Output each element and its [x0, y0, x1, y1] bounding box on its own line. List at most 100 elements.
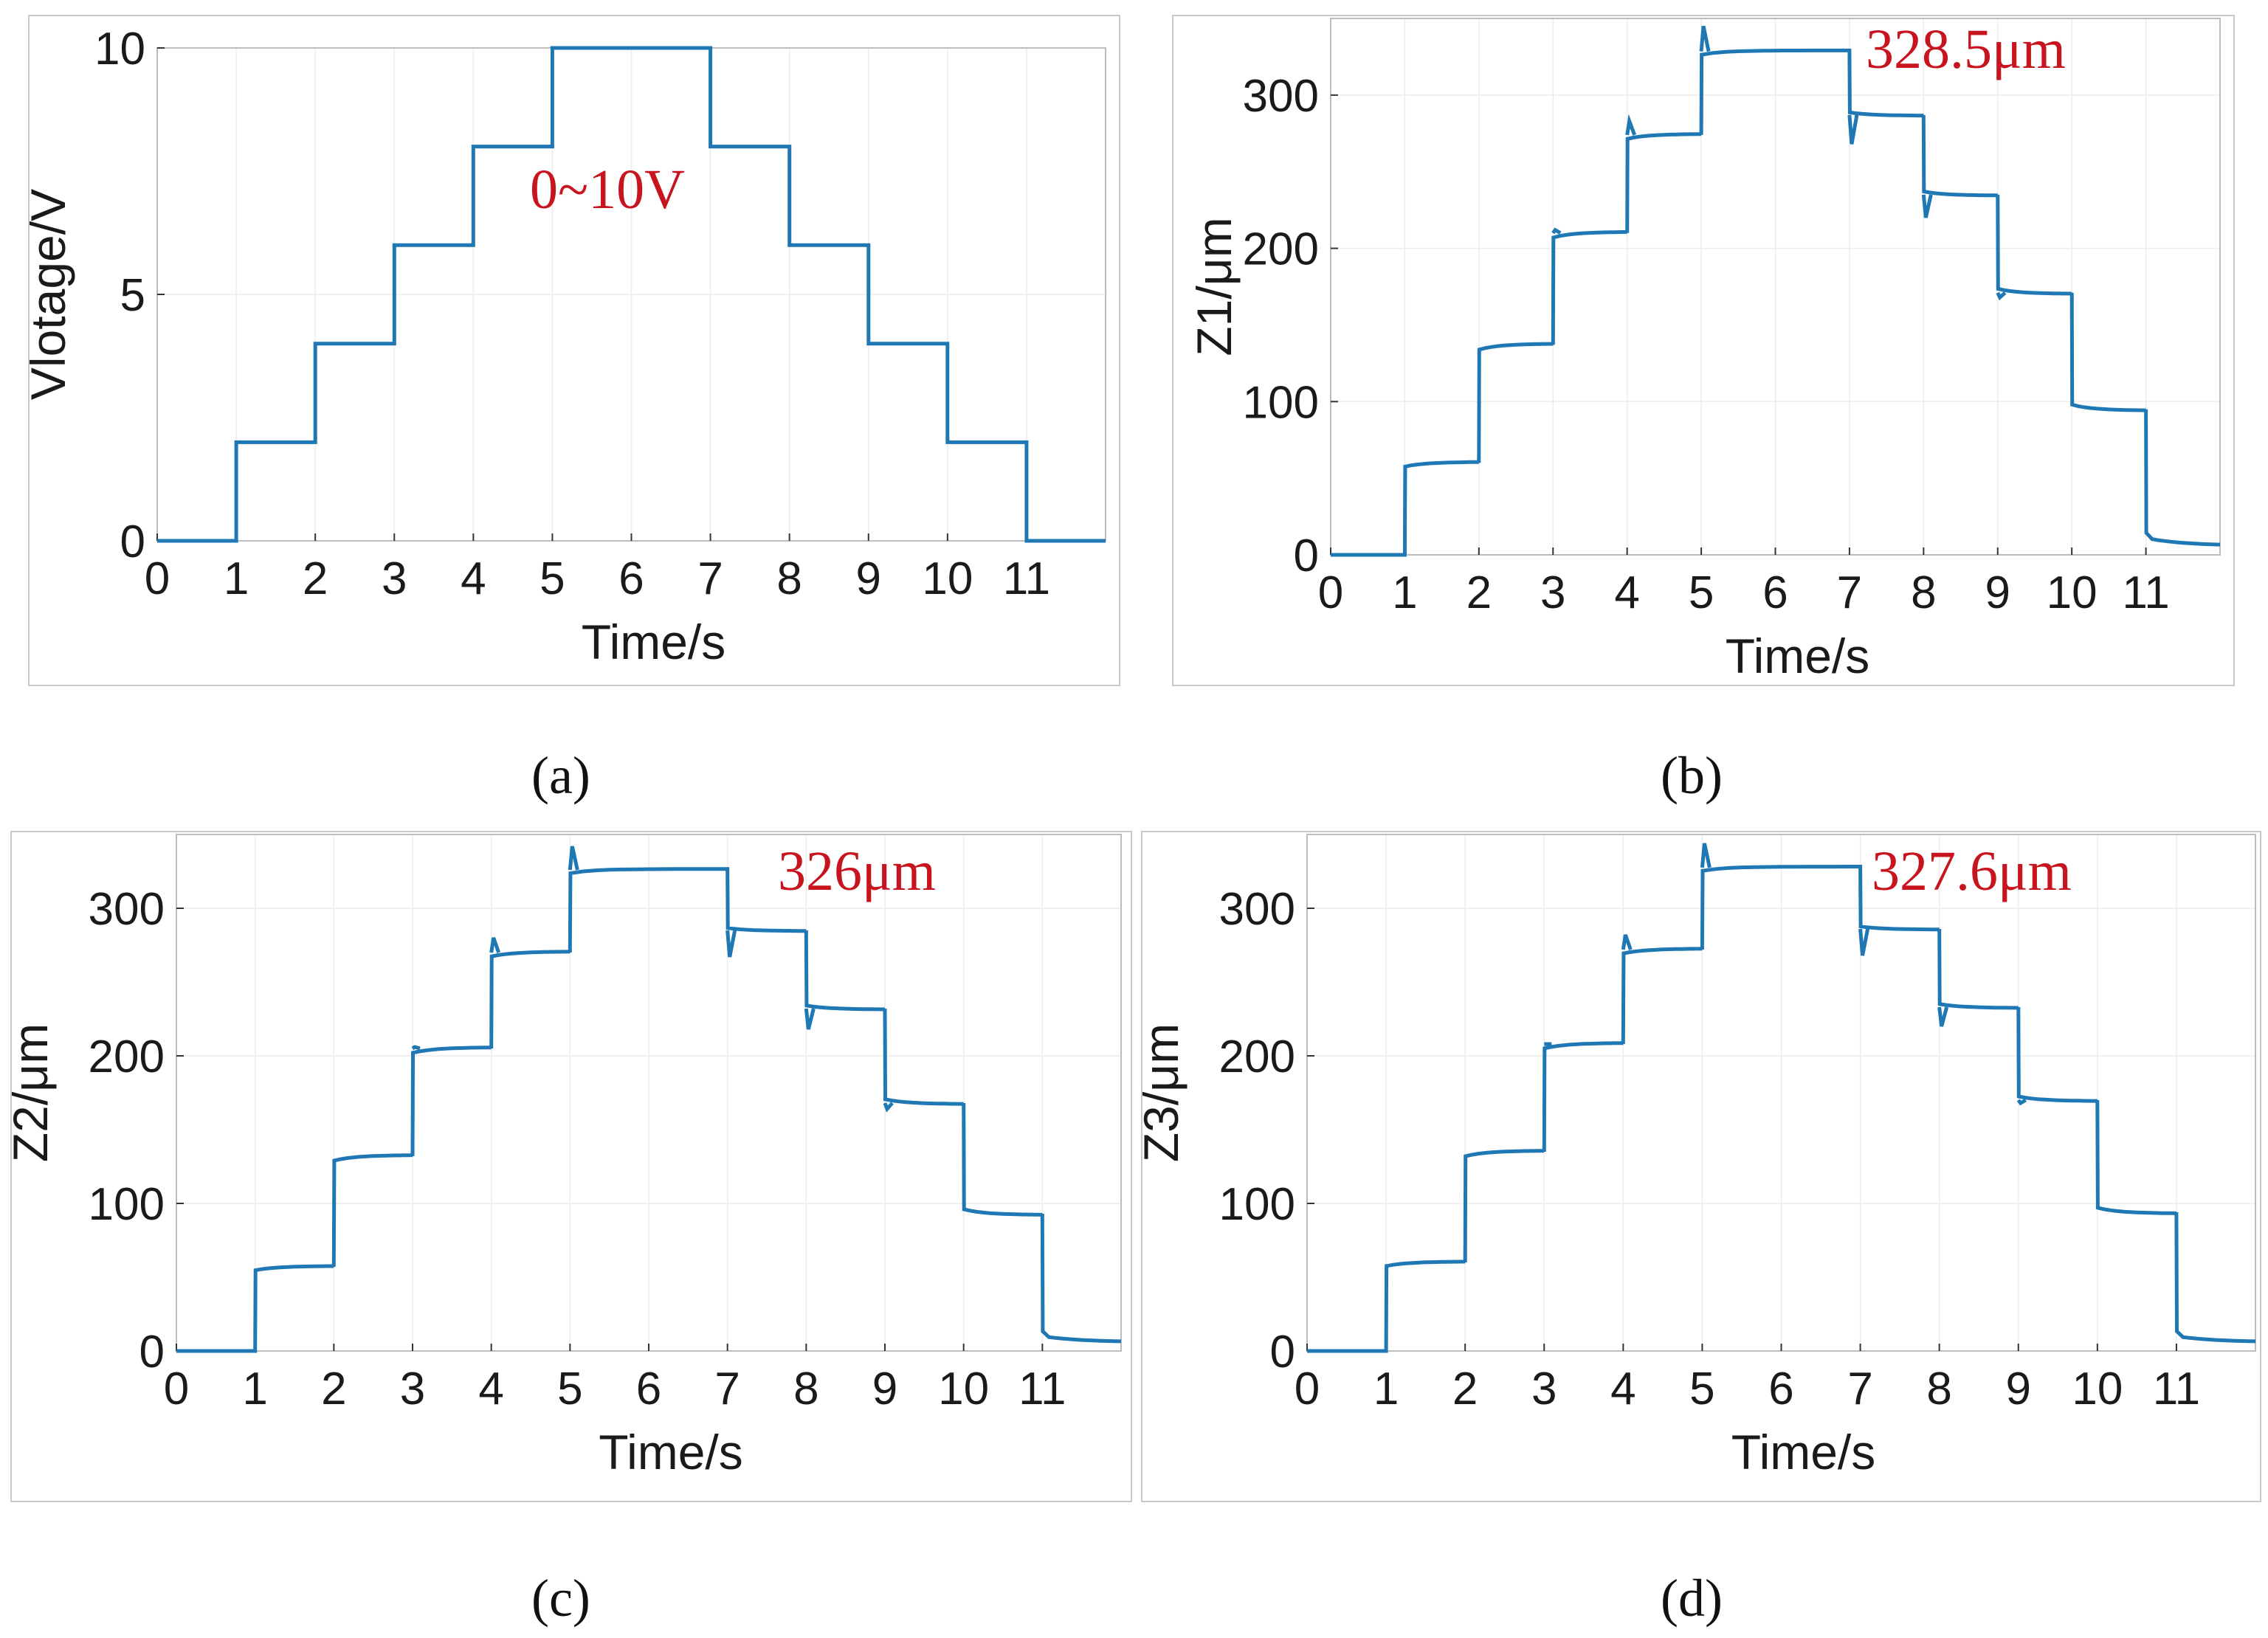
x-tick-label: 5	[557, 1364, 582, 1414]
x-tick-label: 8	[1926, 1364, 1951, 1414]
x-tick-label: 1	[1373, 1364, 1399, 1414]
overshoot-spike	[1858, 928, 1870, 956]
x-tick-label: 9	[1985, 567, 2010, 618]
x-tick-label: 2	[303, 553, 328, 604]
y-tick-label: 0	[1294, 531, 1319, 581]
x-axis-label: Time/s	[582, 615, 726, 669]
x-tick-label: 9	[856, 553, 881, 604]
value-annotation: 328.5μm	[1866, 18, 2066, 80]
y-tick-label: 100	[1243, 377, 1319, 428]
x-tick-label: 4	[478, 1364, 503, 1414]
x-tick-label: 11	[1003, 553, 1050, 604]
x-tick-label: 1	[1392, 567, 1417, 618]
caption-c: (c)	[531, 1569, 590, 1628]
overshoot-spike	[1921, 194, 1933, 218]
x-tick-label: 10	[2047, 567, 2098, 618]
x-tick-label: 2	[1466, 567, 1492, 618]
chart-panel-c: 0 1 2 3 4 5 6 7 8 9 10 11 0 100 200 300 Time/s Z2/μm 326μm	[3, 831, 1132, 1502]
y-axis-label: Vlotage/V	[21, 189, 75, 400]
caption-d: (d)	[1661, 1569, 1723, 1628]
x-tick-label: 8	[776, 553, 802, 604]
overshoot-spike	[1996, 291, 2007, 301]
y-tick-label: 200	[89, 1031, 165, 1082]
x-tick-label: 5	[1689, 567, 1714, 618]
x-tick-label: 3	[382, 553, 407, 604]
overshoot-spike	[2016, 1098, 2027, 1106]
x-tick-label: 2	[1452, 1364, 1478, 1414]
y-tick-label: 0	[120, 516, 145, 567]
y-tick-label: 100	[89, 1179, 165, 1230]
x-tick-label: 8	[793, 1364, 818, 1414]
chart-panel-a: 0 1 2 3 4 5 6 7 8 9 10 11 0 5 10 Time/s Vlotage/V 0~10V	[21, 15, 1120, 686]
x-tick-label: 1	[242, 1364, 267, 1414]
x-tick-label: 0	[1318, 567, 1343, 618]
y-tick-label: 300	[89, 884, 165, 935]
caption-b: (b)	[1661, 746, 1723, 805]
value-annotation: 327.6μm	[1872, 840, 2072, 902]
x-tick-label: 10	[922, 553, 973, 604]
x-tick-label: 4	[1610, 1364, 1635, 1414]
x-tick-label: 11	[2122, 567, 2169, 618]
overshoot-spike	[804, 1008, 816, 1030]
y-axis-label: Z1/μm	[1187, 217, 1241, 356]
overshoot-spike	[883, 1102, 894, 1113]
y-tick-label: 100	[1219, 1179, 1295, 1230]
figure-frame	[28, 15, 1120, 686]
x-tick-label: 7	[714, 1364, 740, 1414]
x-tick-label: 3	[1531, 1364, 1557, 1414]
x-tick-label: 3	[400, 1364, 425, 1414]
overshoot-spike	[411, 1045, 421, 1051]
overshoot-spike	[1551, 227, 1562, 235]
y-tick-label: 10	[94, 24, 145, 75]
x-tick-label: 11	[2153, 1364, 2200, 1414]
x-tick-label: 5	[1689, 1364, 1714, 1414]
overshoot-spike	[725, 930, 737, 958]
overshoot-spike	[1625, 114, 1637, 136]
x-tick-label: 6	[1762, 567, 1788, 618]
y-tick-label: 200	[1219, 1031, 1295, 1082]
series-line	[176, 867, 1122, 1353]
x-axis-label: Time/s	[1726, 629, 1870, 683]
x-tick-label: 1	[224, 553, 249, 604]
x-tick-label: 8	[1911, 567, 1936, 618]
x-axis-label: Time/s	[599, 1425, 743, 1479]
x-tick-label: 4	[461, 553, 486, 604]
value-annotation: 326μm	[778, 840, 936, 902]
x-axis-label: Time/s	[1731, 1425, 1876, 1479]
overshoot-spike	[1847, 114, 1859, 145]
overshoot-spike	[1621, 934, 1633, 950]
x-tick-label: 4	[1614, 567, 1639, 618]
x-tick-label: 9	[872, 1364, 897, 1414]
overshoot-spike	[1700, 843, 1712, 868]
x-tick-label: 10	[2072, 1364, 2123, 1414]
y-tick-label: 0	[139, 1327, 165, 1378]
x-tick-label: 2	[321, 1364, 346, 1414]
x-tick-label: 7	[1837, 567, 1862, 618]
chart-panel-b: 0 1 2 3 4 5 6 7 8 9 10 11 0 100 200 300 Time/s Z1/μm 328.5…	[1172, 15, 2235, 686]
chart-panel-d: 0 1 2 3 4 5 6 7 8 9 10 11 0 100 200 300 Time/s Z3/μm 327.6…	[1134, 831, 2261, 1502]
value-annotation: 0~10V	[530, 159, 685, 221]
y-tick-label: 300	[1243, 71, 1319, 122]
series-line	[1331, 48, 2221, 557]
series-line	[1307, 865, 2256, 1353]
x-tick-label: 7	[1847, 1364, 1872, 1414]
x-tick-label: 0	[145, 553, 170, 604]
x-tick-label: 5	[540, 553, 565, 604]
series-line	[157, 46, 1106, 543]
x-tick-label: 9	[2006, 1364, 2031, 1414]
y-axis-label: Z3/μm	[1134, 1023, 1188, 1162]
overshoot-spike	[1699, 25, 1711, 52]
chart-c: 0 1 2 3 4 5 6 7 8 9 10 11 0 100 200 300 Time/s Z2/μm 326μm	[3, 831, 1132, 1502]
overshoot-spike	[1937, 1006, 1949, 1027]
x-tick-label: 11	[1018, 1364, 1066, 1414]
x-tick-label: 7	[697, 553, 723, 604]
y-tick-label: 0	[1270, 1327, 1295, 1378]
chart-d: 0 1 2 3 4 5 6 7 8 9 10 11 0 100 200 300 Time/s Z3/μm 327.6…	[1134, 831, 2261, 1502]
y-axis-label: Z2/μm	[3, 1023, 58, 1162]
x-tick-label: 6	[1768, 1364, 1793, 1414]
overshoot-spike	[489, 937, 501, 953]
x-tick-label: 6	[618, 553, 644, 604]
y-tick-label: 5	[120, 270, 145, 321]
x-tick-label: 0	[164, 1364, 189, 1414]
y-tick-label: 200	[1243, 224, 1319, 275]
